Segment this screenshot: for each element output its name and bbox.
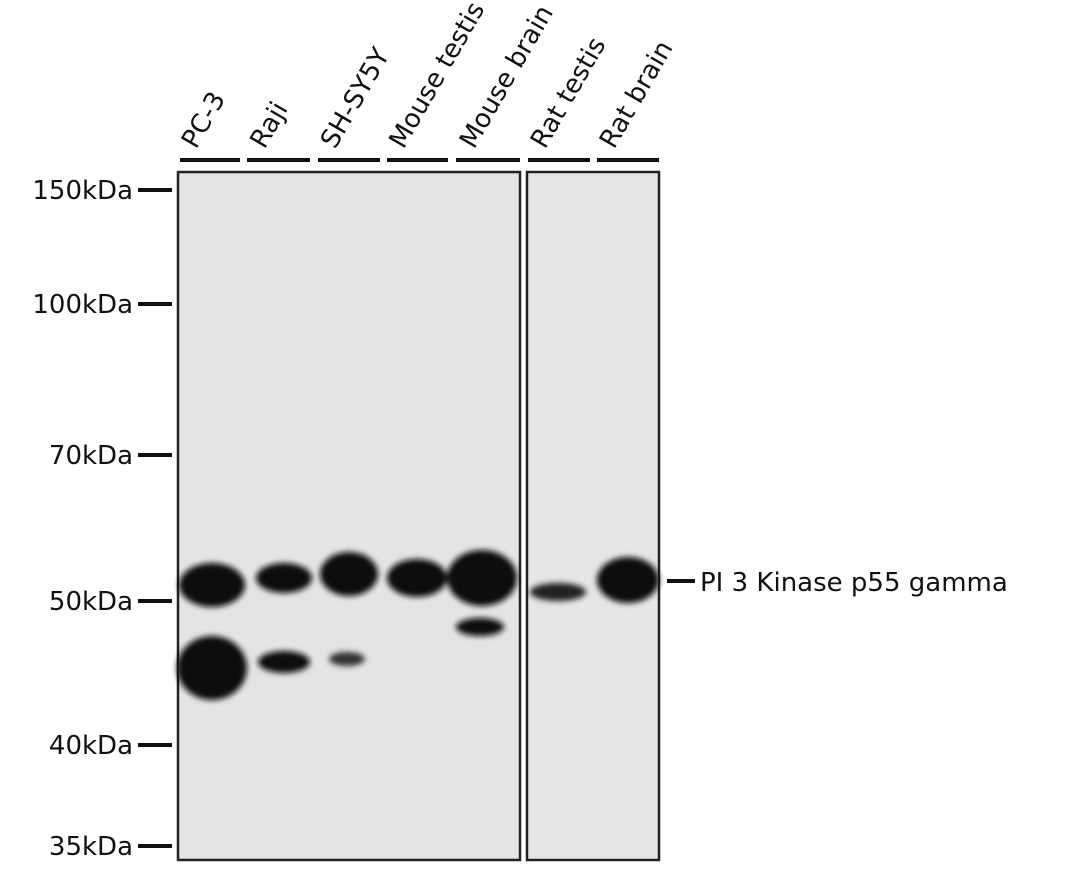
band xyxy=(329,652,365,666)
band xyxy=(177,636,247,700)
lane-label: Raji xyxy=(245,97,295,153)
band xyxy=(597,557,659,603)
band xyxy=(447,550,517,606)
band xyxy=(530,583,586,601)
membrane-panels xyxy=(176,170,661,862)
panel xyxy=(525,170,661,862)
marker-label: 70kDa xyxy=(49,441,133,471)
bands xyxy=(177,550,659,700)
panel xyxy=(176,170,522,862)
target-label: PI 3 Kinase p55 gamma xyxy=(700,568,1008,598)
lane-label: PC-3 xyxy=(176,87,232,154)
marker-label: 40kDa xyxy=(49,731,133,761)
band xyxy=(320,552,378,596)
marker-label: 150kDa xyxy=(32,176,133,206)
band xyxy=(456,618,504,636)
band xyxy=(179,563,245,607)
marker-label: 35kDa xyxy=(49,832,133,862)
marker-label: 100kDa xyxy=(32,290,133,320)
band xyxy=(258,651,310,673)
band xyxy=(256,563,312,593)
band xyxy=(387,559,447,597)
marker-label: 50kDa xyxy=(49,587,133,617)
